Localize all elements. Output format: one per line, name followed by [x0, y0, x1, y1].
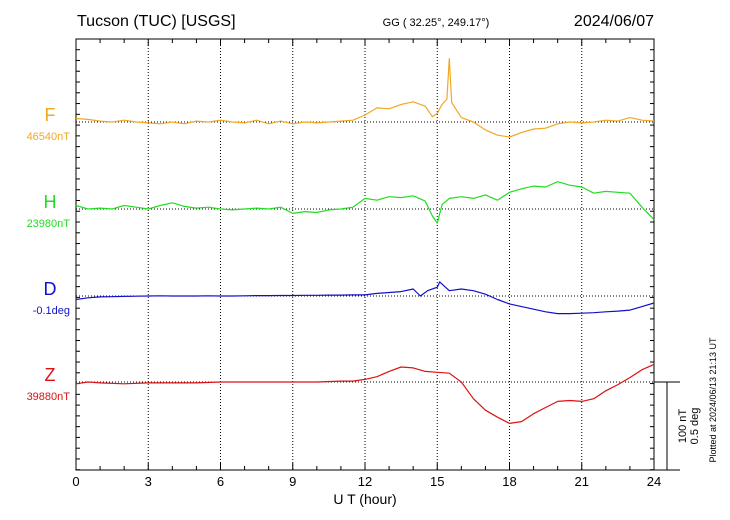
x-tick-label-18: 18 [502, 474, 516, 489]
scale-bar-nt-label: 100 nT [677, 409, 689, 444]
x-tick-labels: 0 3 6 9 12 15 18 21 24 [72, 474, 661, 489]
series-line-Z [75, 363, 655, 424]
series-baseline-label-D: -0.1deg [33, 305, 70, 317]
x-tick-label-15: 15 [430, 474, 444, 489]
x-tick-label-12: 12 [358, 474, 372, 489]
chart-title-date: 2024/06/07 [574, 13, 654, 30]
chart-title-coordinates: GG ( 32.25°, 249.17°) [383, 17, 490, 29]
series-name-Z: Z [45, 365, 56, 385]
series-line-H [75, 181, 655, 224]
series-line-D [75, 281, 655, 315]
plotted-timestamp: Plotted at 2024/06/13 21:13 UT [708, 337, 718, 463]
series-name-F: F [45, 105, 56, 125]
series-baseline-label-F: 46540nT [27, 131, 71, 143]
series-baseline-label-Z: 39880nT [27, 391, 71, 403]
x-tick-label-0: 0 [72, 474, 79, 489]
x-tick-label-6: 6 [217, 474, 224, 489]
series-lines [75, 57, 655, 424]
series-line-F [75, 57, 655, 138]
x-tick-label-3: 3 [145, 474, 152, 489]
vertical-grid [147, 39, 583, 470]
x-tick-label-24: 24 [647, 474, 661, 489]
scale-bar: 100 nT 0.5 deg [654, 381, 701, 471]
series-name-D: D [44, 279, 57, 299]
x-axis-label: U T (hour) [333, 491, 396, 507]
scale-bar-deg-label: 0.5 deg [689, 408, 701, 445]
chart-title-station: Tucson (TUC) [USGS] [77, 13, 236, 30]
series-name-H: H [44, 192, 57, 212]
series-baseline-label-H: 23980nT [27, 218, 71, 230]
x-tick-label-21: 21 [575, 474, 589, 489]
x-tick-label-9: 9 [289, 474, 296, 489]
axis-ticks [75, 39, 655, 471]
series-labels: F 46540nT H 23980nT D -0.1deg Z 39880nT [27, 105, 71, 403]
